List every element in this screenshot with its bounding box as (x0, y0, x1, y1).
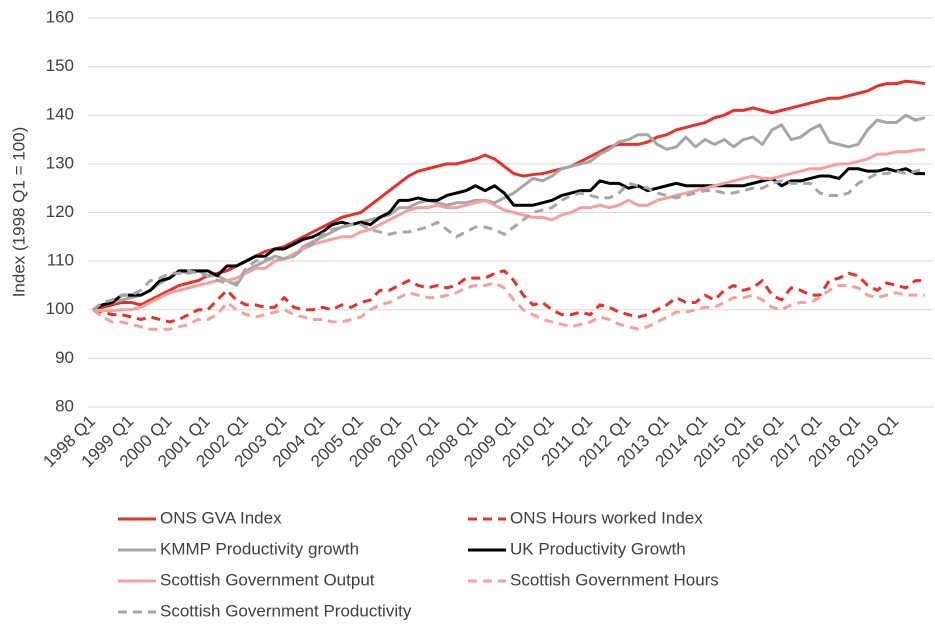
legend-label: KMMP Productivity growth (160, 539, 359, 558)
legend-label: UK Productivity Growth (510, 539, 686, 558)
series-line (92, 79, 926, 312)
y-tick-label: 110 (47, 251, 74, 270)
y-axis-label: Index (1998 Q1 = 100) (9, 127, 28, 298)
y-tick-label: 150 (46, 56, 74, 75)
series-line (92, 269, 925, 324)
legend-label: Scottish Government Output (160, 570, 375, 589)
y-tick-label: 130 (46, 153, 74, 172)
series-line (92, 281, 925, 331)
y-tick-label: 100 (46, 299, 74, 318)
series-line (92, 167, 925, 312)
series-line (92, 167, 926, 311)
y-tick-label: 80 (55, 396, 74, 415)
y-tick-label: 140 (46, 105, 74, 124)
legend-label: Scottish Government Productivity (160, 601, 412, 620)
legend-label: Scottish Government Hours (510, 570, 719, 589)
y-tick-label: 160 (46, 7, 74, 26)
y-tick-label: 120 (46, 202, 74, 221)
y-tick-label: 90 (55, 348, 74, 367)
legend-label: ONS GVA Index (160, 508, 282, 527)
legend-label: ONS Hours worked Index (510, 508, 703, 527)
series-line (92, 147, 926, 313)
